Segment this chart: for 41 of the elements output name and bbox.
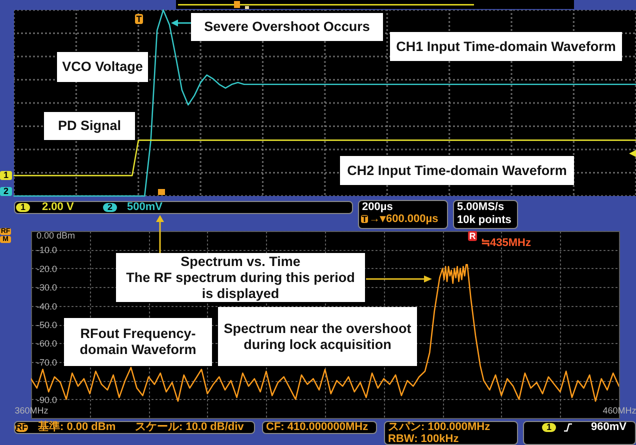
annotation: RFout Frequency- domain Waveform <box>64 318 212 366</box>
text: RF <box>15 422 28 432</box>
text: 1 <box>16 202 30 212</box>
text: 1 <box>542 422 556 432</box>
y-tick-label: 0.00 dBm <box>36 230 76 240</box>
annotation: Spectrum vs. Time The RF spectrum during this period is displayed <box>116 253 365 302</box>
y-tick-label: -30.0 <box>36 282 58 293</box>
text: →▾600.000µs <box>369 213 438 225</box>
annotation: R <box>468 231 477 241</box>
y-tick-label: -70.0 <box>36 357 58 368</box>
text: 2.00 V <box>42 201 74 213</box>
y-tick-label: -90.0 <box>36 394 58 405</box>
text: T <box>361 214 368 224</box>
series-label: VCO Voltage <box>57 52 148 82</box>
y-tick-label: -40.0 <box>36 301 58 312</box>
text: 5.00MS/s <box>457 201 504 213</box>
text: 1 <box>0 170 12 180</box>
x-tick-label: 360MHz <box>14 406 49 416</box>
text: 200µs <box>362 201 393 213</box>
text: 960mV <box>591 421 626 433</box>
text: RBW: 100kHz <box>388 433 459 445</box>
text: 2 <box>0 186 12 196</box>
series-label: PD Signal <box>44 112 135 140</box>
annotation: CH1 Input Time-domain Waveform <box>390 32 622 61</box>
text: スパン: 100.000MHz <box>388 421 490 433</box>
text: スケール: 10.0 dB/div <box>135 421 244 433</box>
text: 10k points <box>457 214 512 226</box>
annotation: Severe Overshoot Occurs <box>191 13 383 41</box>
annotation: T <box>135 14 143 24</box>
annotation: Spectrum near the overshoot during lock acquisition <box>218 307 417 366</box>
text: 2 <box>103 202 117 212</box>
y-tick-label: -60.0 <box>36 338 58 349</box>
annotation: CH2 Input Time-domain Waveform <box>340 156 574 185</box>
y-tick-label: -10.0 <box>36 245 58 256</box>
text: CF: 410.000000MHz <box>266 421 368 433</box>
annotation: ≒435MHz <box>481 237 531 249</box>
text: 基準: 0.00 dBm <box>38 421 116 433</box>
text: 500mV <box>127 201 162 213</box>
y-tick-label: -50.0 <box>36 320 58 330</box>
x-tick-label: 460MHz <box>602 406 636 416</box>
y-tick-label: -20.0 <box>36 264 58 274</box>
